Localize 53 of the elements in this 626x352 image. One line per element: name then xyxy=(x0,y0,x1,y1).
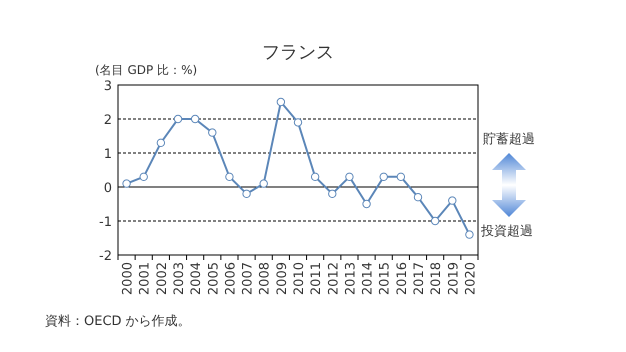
x-tick-label: 2005 xyxy=(206,262,222,296)
point xyxy=(294,118,302,127)
point xyxy=(310,172,320,181)
y-tick-label: -2 xyxy=(99,249,112,264)
y-tick-label: 2 xyxy=(104,113,112,128)
x-tick-label: 2019 xyxy=(446,262,462,296)
x-tick-label: 2012 xyxy=(326,262,342,296)
y-axis-title: (名目 GDP 比：%) xyxy=(95,63,198,77)
text: 貯蓄超過 xyxy=(483,132,535,147)
point xyxy=(396,172,406,181)
x-tick-label: 2002 xyxy=(154,262,170,296)
point xyxy=(208,128,216,137)
y-tick-label: -1 xyxy=(99,215,112,230)
x-tick-label: 2020 xyxy=(463,262,478,296)
x-tick-label: 2007 xyxy=(240,262,256,296)
x-tick-label: 2003 xyxy=(172,262,187,296)
point xyxy=(380,172,388,181)
point xyxy=(465,230,474,239)
x-tick-label: 2000 xyxy=(120,262,136,296)
x-tick-label: 2015 xyxy=(378,262,393,296)
y-tick-label: 0 xyxy=(104,181,112,196)
x-tick-label: 2013 xyxy=(343,262,358,296)
x-tick-label: 2011 xyxy=(309,262,324,296)
x-tick-label: 2004 xyxy=(189,262,204,296)
point xyxy=(276,98,286,106)
x-tick-label: 2009 xyxy=(274,262,290,296)
point xyxy=(260,179,268,188)
text: 資料：OECD から作成。 xyxy=(45,314,191,329)
x-tick-label: 2017 xyxy=(412,262,427,296)
point xyxy=(174,114,182,124)
point xyxy=(242,190,251,198)
x-tick-label: 2010 xyxy=(292,262,307,296)
chart-title: フランス xyxy=(262,42,334,63)
point xyxy=(362,200,371,208)
point xyxy=(345,172,354,181)
x-tick-label: 2006 xyxy=(223,262,238,296)
text: 投資超過 xyxy=(480,224,533,239)
point xyxy=(430,216,440,226)
point xyxy=(448,196,456,205)
y-tick-label: 1 xyxy=(104,147,112,162)
x-tick-label: 2014 xyxy=(360,262,376,296)
x-tick-label: 2008 xyxy=(258,262,273,296)
point xyxy=(140,172,148,181)
x-tick-label: 2016 xyxy=(394,262,410,296)
point xyxy=(328,190,336,198)
point xyxy=(190,114,200,124)
x-tick-label: 2001 xyxy=(138,262,153,296)
point xyxy=(156,138,166,147)
x-tick-label: 2018 xyxy=(429,262,444,296)
point xyxy=(225,172,234,181)
point xyxy=(414,193,422,202)
y-tick-label: 3 xyxy=(104,79,112,94)
point xyxy=(122,179,131,188)
